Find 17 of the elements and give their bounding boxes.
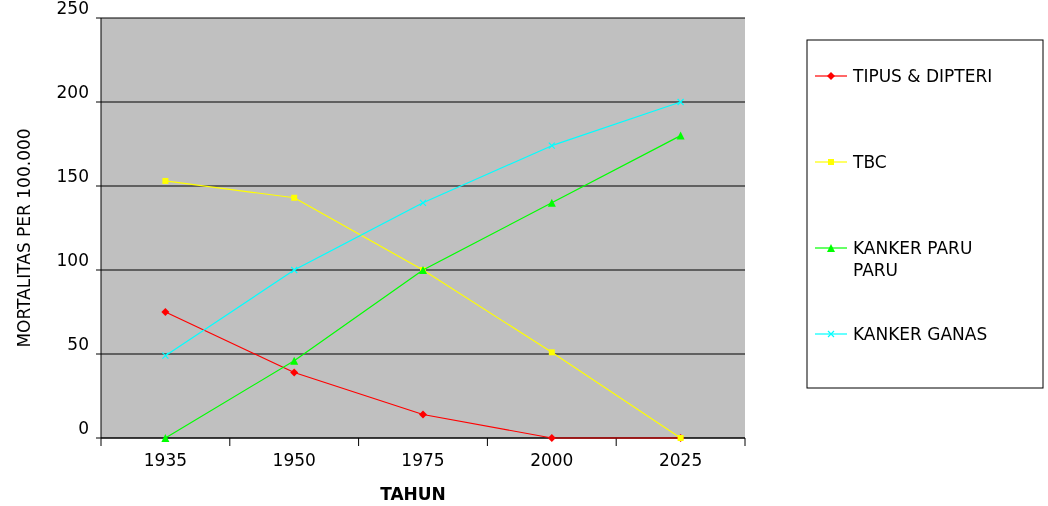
x-axis-title: TAHUN (380, 484, 446, 504)
x-tick-label: 1935 (143, 450, 188, 470)
x-tick-label: 1950 (272, 450, 316, 470)
y-tick-label: 0 (78, 418, 89, 438)
y-tick-label: 250 (56, 0, 89, 18)
x-tick-label: 2000 (530, 450, 574, 470)
x-tick-label: 1975 (401, 450, 445, 470)
legend-label: KANKER PARU PARU (853, 238, 973, 280)
legend-label: TIPUS & DIPTERI (852, 66, 993, 86)
legend-label: TBC (852, 152, 887, 172)
y-axis-title: MORTALITAS PER 100.000 (14, 128, 34, 348)
legend-label: KANKER GANAS (853, 324, 988, 344)
y-tick-label: 150 (56, 166, 89, 186)
y-tick-label: 50 (67, 334, 89, 354)
x-tick-label: 2025 (658, 450, 703, 470)
y-tick-label: 200 (56, 82, 89, 102)
y-tick-label: 100 (56, 250, 89, 270)
